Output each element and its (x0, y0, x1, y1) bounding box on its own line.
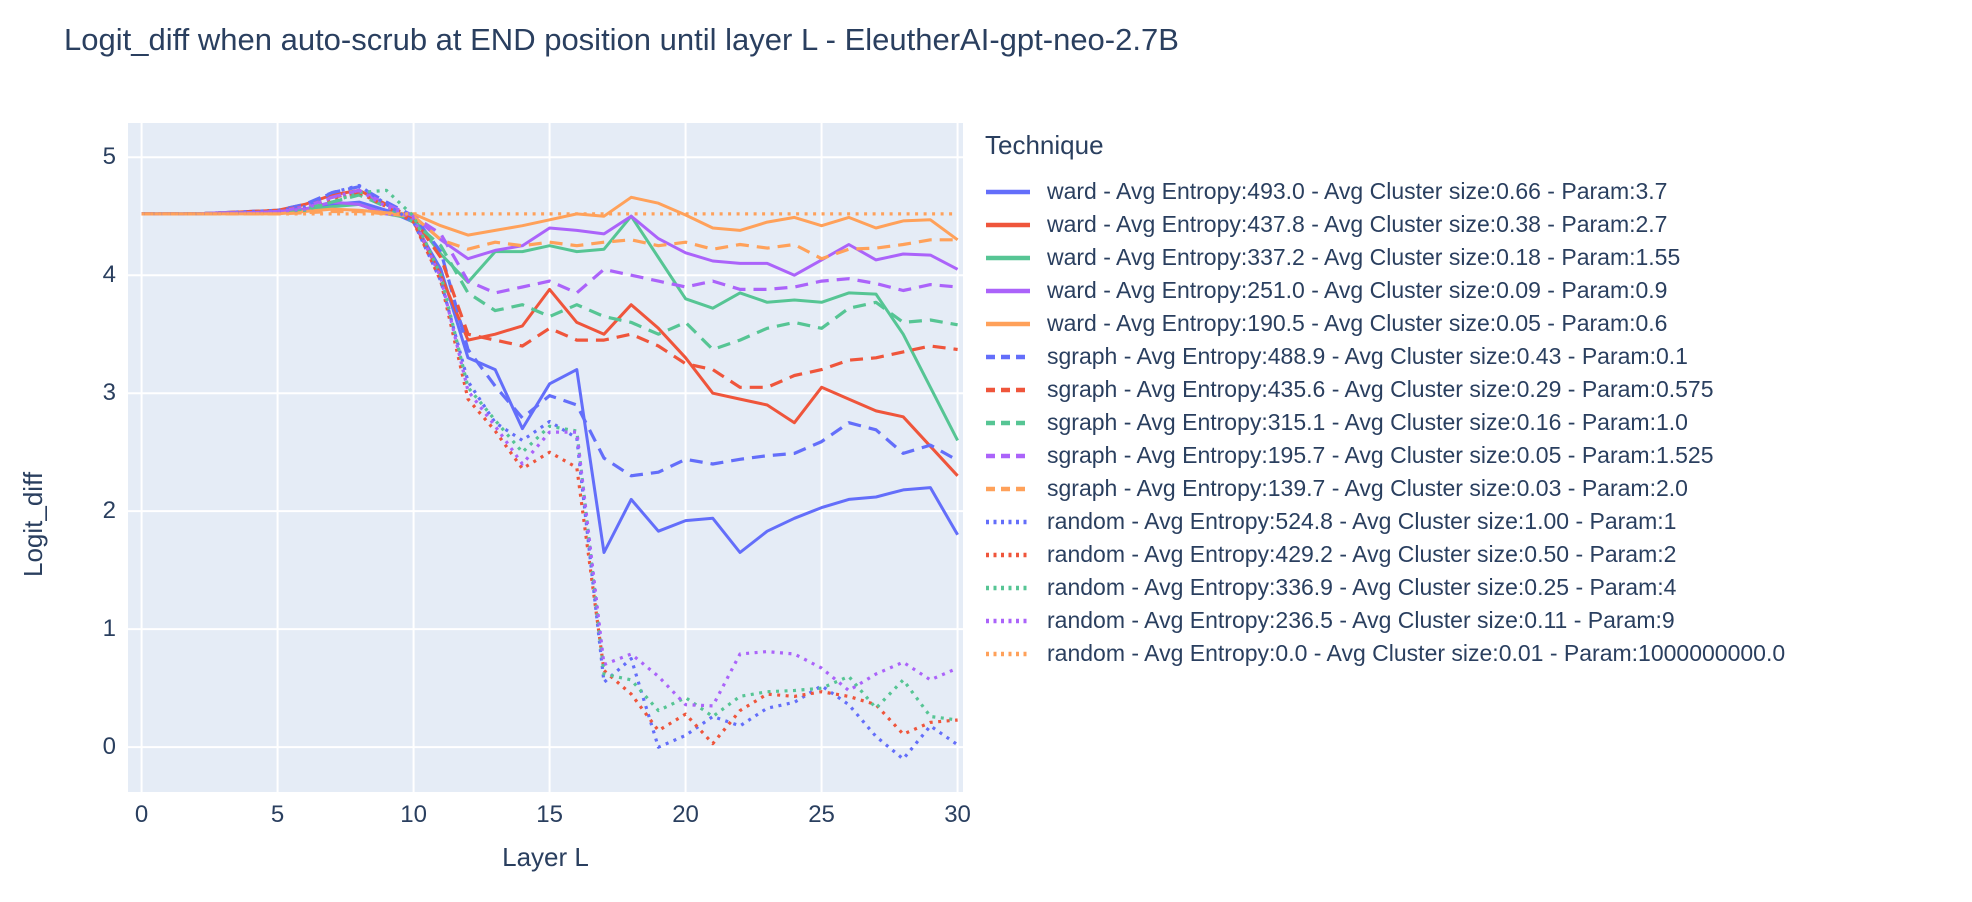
legend-item[interactable]: ward - Avg Entropy:493.0 - Avg Cluster s… (985, 175, 1785, 208)
legend-item[interactable]: random - Avg Entropy:0.0 - Avg Cluster s… (985, 637, 1785, 670)
legend-item-label: random - Avg Entropy:336.9 - Avg Cluster… (1047, 574, 1677, 600)
plot-area (128, 123, 963, 792)
legend-swatch-line (986, 420, 1030, 425)
legend-item-label: sgraph - Avg Entropy:315.1 - Avg Cluster… (1047, 409, 1688, 435)
legend-item[interactable]: ward - Avg Entropy:337.2 - Avg Cluster s… (985, 241, 1785, 274)
legend-item-label: ward - Avg Entropy:437.8 - Avg Cluster s… (1047, 211, 1668, 237)
legend-swatch-line (986, 651, 1030, 656)
legend-item-label: random - Avg Entropy:524.8 - Avg Cluster… (1047, 508, 1677, 534)
x-tick-label: 0 (134, 801, 149, 828)
legend-item-label: ward - Avg Entropy:337.2 - Avg Cluster s… (1047, 244, 1681, 270)
x-tick-label: 5 (270, 801, 285, 828)
y-axis-title: Logit_diff (18, 471, 48, 577)
y-tick-label: 3 (102, 379, 116, 407)
series-line (141, 188, 959, 708)
x-tick-label: 25 (808, 801, 835, 828)
legend-swatch-line (986, 486, 1030, 491)
chart-canvas (128, 123, 963, 792)
legend-item[interactable]: sgraph - Avg Entropy:315.1 - Avg Cluster… (985, 406, 1785, 439)
y-tick-label: 0 (102, 733, 116, 761)
legend-item-label: ward - Avg Entropy:251.0 - Avg Cluster s… (1047, 277, 1668, 303)
page-title: Logit_diff when auto-scrub at END positi… (64, 22, 1179, 57)
legend-item[interactable]: sgraph - Avg Entropy:488.9 - Avg Cluster… (985, 340, 1785, 373)
legend-swatch-line (986, 585, 1030, 590)
legend-item-label: ward - Avg Entropy:493.0 - Avg Cluster s… (1047, 178, 1668, 204)
legend-swatch-line (986, 189, 1030, 194)
legend-item[interactable]: sgraph - Avg Entropy:139.7 - Avg Cluster… (985, 472, 1785, 505)
x-tick-label: 10 (400, 801, 427, 828)
legend-swatch-line (986, 222, 1030, 227)
x-tick-label: 30 (944, 801, 971, 828)
legend-item-label: ward - Avg Entropy:190.5 - Avg Cluster s… (1047, 310, 1668, 336)
legend-title: Technique (985, 130, 1104, 160)
legend-item-label: sgraph - Avg Entropy:195.7 - Avg Cluster… (1047, 442, 1714, 468)
legend-item-label: sgraph - Avg Entropy:488.9 - Avg Cluster… (1047, 343, 1688, 369)
legend-item[interactable]: random - Avg Entropy:236.5 - Avg Cluster… (985, 604, 1785, 637)
y-tick-label: 1 (102, 615, 116, 643)
legend-swatch-line (986, 552, 1030, 557)
legend-item-label: sgraph - Avg Entropy:139.7 - Avg Cluster… (1047, 475, 1688, 501)
legend-item-label: sgraph - Avg Entropy:435.6 - Avg Cluster… (1047, 376, 1714, 402)
legend-swatch-line (986, 453, 1030, 458)
legend-swatch-line (986, 519, 1030, 524)
legend-item[interactable]: ward - Avg Entropy:437.8 - Avg Cluster s… (985, 208, 1785, 241)
legend-item[interactable]: random - Avg Entropy:336.9 - Avg Cluster… (985, 571, 1785, 604)
legend-item-label: random - Avg Entropy:236.5 - Avg Cluster… (1047, 607, 1675, 633)
y-tick-label: 5 (102, 143, 116, 171)
legend-item[interactable]: sgraph - Avg Entropy:195.7 - Avg Cluster… (985, 439, 1785, 472)
x-tick-label: 15 (536, 801, 563, 828)
legend: Technique ward - Avg Entropy:493.0 - Avg… (985, 130, 1785, 670)
legend-item[interactable]: ward - Avg Entropy:190.5 - Avg Cluster s… (985, 307, 1785, 340)
y-tick-label: 4 (102, 261, 116, 289)
legend-swatch-line (986, 354, 1030, 359)
legend-swatch-line (986, 321, 1030, 326)
legend-swatch-line (986, 618, 1030, 623)
legend-item[interactable]: random - Avg Entropy:524.8 - Avg Cluster… (985, 505, 1785, 538)
legend-items: ward - Avg Entropy:493.0 - Avg Cluster s… (985, 175, 1785, 670)
legend-swatch-line (986, 387, 1030, 392)
x-tick-label: 20 (672, 801, 699, 828)
legend-item[interactable]: random - Avg Entropy:429.2 - Avg Cluster… (985, 538, 1785, 571)
legend-swatch-line (986, 288, 1030, 293)
y-tick-label: 2 (102, 497, 116, 525)
legend-item-label: random - Avg Entropy:429.2 - Avg Cluster… (1047, 541, 1677, 567)
legend-item-label: random - Avg Entropy:0.0 - Avg Cluster s… (1047, 640, 1786, 666)
legend-item[interactable]: ward - Avg Entropy:251.0 - Avg Cluster s… (985, 274, 1785, 307)
legend-swatch-line (986, 255, 1030, 260)
legend-item[interactable]: sgraph - Avg Entropy:435.6 - Avg Cluster… (985, 373, 1785, 406)
x-axis-title: Layer L (502, 842, 589, 872)
